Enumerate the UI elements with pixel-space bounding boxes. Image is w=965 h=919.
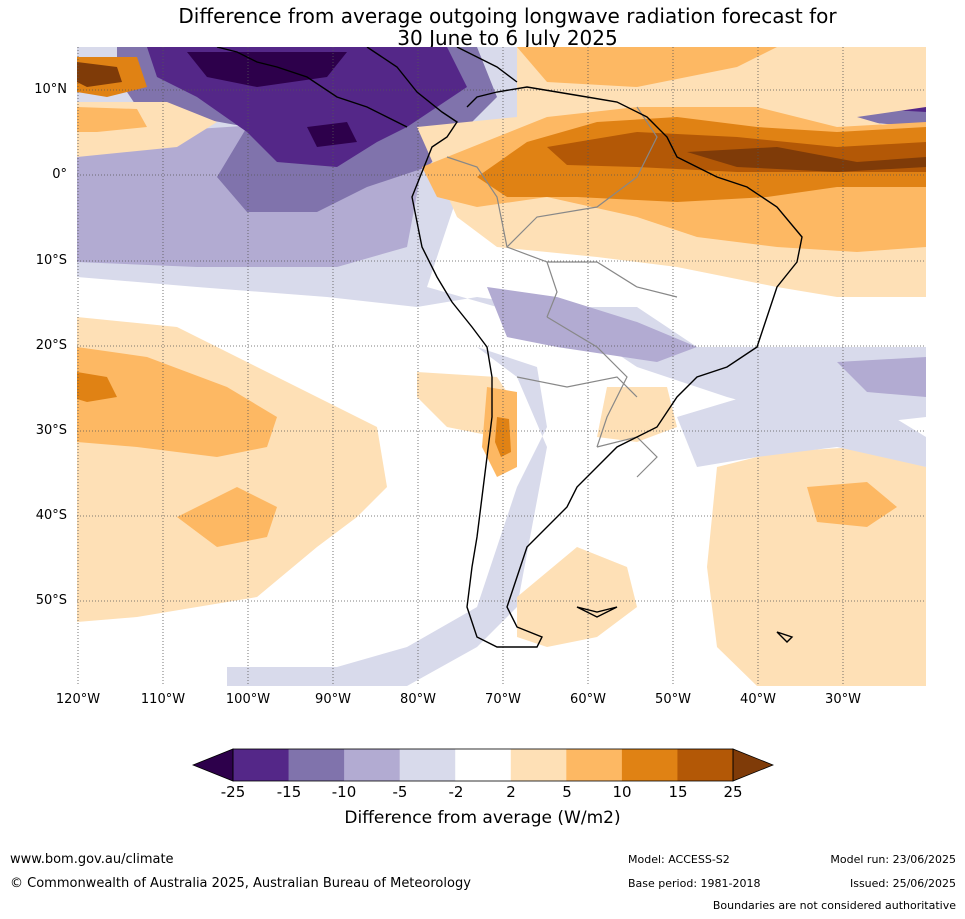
footer-model: Model: ACCESS-S2: [628, 853, 730, 866]
lon-label-70w: 70°W: [485, 692, 521, 707]
anomaly-fields: [77, 47, 926, 686]
footer-copyright: © Commonwealth of Australia 2025, Austra…: [10, 876, 471, 891]
lat-label-20s: 20°S: [35, 338, 67, 353]
footer-disclaimer: Boundaries are not considered authoritat…: [712, 899, 956, 912]
anomaly-positive-strong-south-pacific: [77, 372, 117, 402]
lon-label-90w: 90°W: [315, 692, 351, 707]
colorbar-tick-label: -15: [276, 783, 302, 801]
anomaly-positive-moderate-south-atlantic: [807, 482, 897, 527]
anomaly-positive-moderate-south-pacific: [77, 347, 277, 457]
country-borders: [446, 106, 678, 478]
lat-label-0: 0°: [52, 167, 67, 182]
anomaly-positive-extreme-west: [77, 62, 122, 87]
colorbar-tick-label: -2: [448, 783, 464, 801]
anomaly-positive-weak-south-atlantic: [707, 447, 926, 686]
colorbar-label: Difference from average (W/m2): [344, 808, 621, 828]
lat-label-10n: 10°N: [34, 82, 67, 97]
map-title-line-2: 30 June to 6 July 2025: [397, 26, 618, 50]
lat-label-30s: 30°S: [35, 423, 67, 438]
colorbar-cell: [399, 749, 456, 781]
anomaly-positive-weak-brazil-coast: [597, 387, 677, 442]
colorbar-tick-label: -10: [331, 783, 357, 801]
lon-label-60w: 60°W: [570, 692, 606, 707]
map-graticule: [77, 47, 926, 686]
colorbar-tick-label: 15: [668, 783, 688, 801]
anomaly-positive-moderate-south-pacific-2: [177, 487, 277, 547]
lon-label-40w: 40°W: [740, 692, 776, 707]
lon-label-100w: 100°W: [225, 692, 271, 707]
colorbar-cell: [677, 749, 734, 781]
colorbar-cell: [621, 749, 678, 781]
forecast-map-canvas: [77, 47, 926, 686]
colorbar-over-arrow: [732, 748, 774, 782]
colorbar-cell: [510, 749, 567, 781]
colorbar-tick-label: -25: [220, 783, 246, 801]
colorbar-tick-label: 10: [612, 783, 632, 801]
anomaly-negative-weak-atlantic: [677, 387, 926, 467]
anomaly-positive-moderate-west: [77, 107, 147, 132]
footer-issued: Issued: 25/06/2025: [849, 877, 956, 890]
colorbar-tick-label: 2: [506, 783, 516, 801]
footer-url: www.bom.gov.au/climate: [10, 852, 174, 867]
lon-label-110w: 110°W: [140, 692, 186, 707]
colorbar-cell: [455, 749, 512, 781]
lon-label-120w: 120°W: [55, 692, 101, 707]
forecast-map: [77, 47, 926, 686]
colorbar-cell: [233, 749, 290, 781]
anomaly-positive-moderate-2: [517, 47, 777, 87]
coastlines: [216, 47, 803, 648]
colorbar-tick-label: 5: [562, 783, 572, 801]
colorbar-tick-label: 25: [723, 783, 743, 801]
footer-base-period: Base period: 1981-2018: [628, 877, 761, 890]
anomaly-positive-weak-patagonia: [517, 547, 637, 647]
colorbar-cell: [344, 749, 401, 781]
lon-label-80w: 80°W: [400, 692, 436, 707]
colorbar-cell: [566, 749, 623, 781]
colorbar-under-arrow: [192, 748, 234, 782]
anomaly-negative-moderate-3: [837, 357, 926, 397]
lat-label-40s: 40°S: [35, 508, 67, 523]
colorbar-tick-label: -5: [392, 783, 408, 801]
lat-label-50s: 50°S: [35, 593, 67, 608]
colorbar-cell: [288, 749, 345, 781]
lon-label-50w: 50°W: [655, 692, 691, 707]
footer-model-run: Model run: 23/06/2025: [830, 853, 956, 866]
lat-label-10s: 10°S: [35, 253, 67, 268]
colorbar: [192, 748, 774, 782]
map-title-line-1: Difference from average outgoing longwav…: [178, 4, 837, 28]
colorbar-outline: [232, 748, 734, 782]
anomaly-negative-moderate-2: [487, 287, 697, 362]
anomaly-negative-extreme-3: [307, 122, 357, 147]
lon-label-30w: 30°W: [825, 692, 861, 707]
anomaly-negative-extreme: [187, 52, 347, 87]
anomaly-positive-extreme: [687, 147, 926, 172]
